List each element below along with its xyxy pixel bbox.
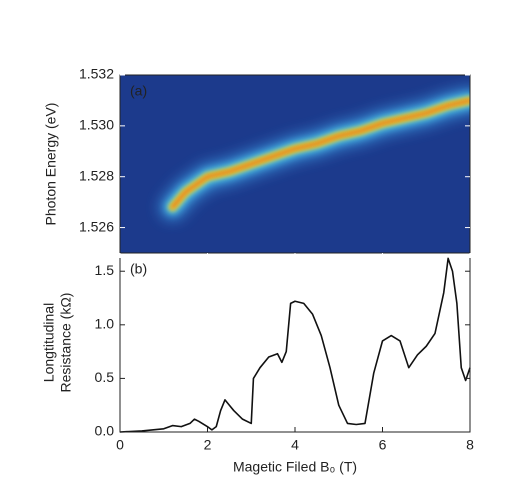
x-axis-label: Magetic Filed B₀ (T) bbox=[233, 459, 357, 475]
x-tick-label: 8 bbox=[466, 437, 474, 453]
ridge bbox=[170, 98, 470, 210]
plot-frame bbox=[119, 252, 471, 433]
y-tick-label: 0.5 bbox=[95, 369, 115, 385]
y-axis-label: Resistance (kΩ) bbox=[58, 293, 74, 393]
y-tick-label: 1.526 bbox=[79, 218, 114, 234]
y-tick-label: 0.0 bbox=[95, 423, 115, 439]
heatmap-background bbox=[120, 75, 470, 253]
x-tick-label: 6 bbox=[379, 437, 387, 453]
y-axis-label: Longtitudinal bbox=[41, 303, 57, 382]
x-tick-label: 4 bbox=[291, 437, 299, 453]
y-tick-label: 1.528 bbox=[79, 167, 114, 183]
x-tick-label: 0 bbox=[116, 437, 124, 453]
x-tick-label: 2 bbox=[204, 437, 212, 453]
panel-label: (a) bbox=[130, 83, 147, 99]
heatmap bbox=[159, 87, 470, 221]
y-tick-label: 1.0 bbox=[95, 316, 115, 332]
y-tick-label: 1.530 bbox=[79, 117, 114, 133]
y-tick-label: 1.532 bbox=[79, 66, 114, 82]
data-line bbox=[119, 257, 471, 433]
y-tick-label: 1.5 bbox=[95, 262, 115, 278]
y-axis-label: Photon Energy (eV) bbox=[43, 103, 59, 226]
panel-label: (b) bbox=[130, 261, 147, 277]
